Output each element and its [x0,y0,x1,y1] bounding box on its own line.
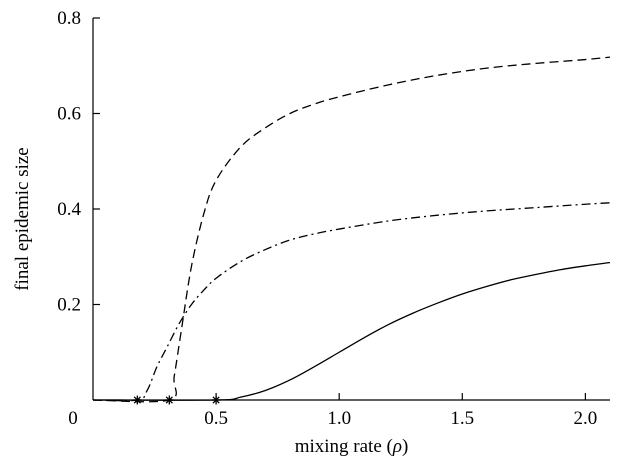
axes [92,18,610,401]
x-axis-title-text: mixing rate ( [295,436,393,457]
threshold-markers [132,395,221,405]
x-axis-title-suffix: ) [402,436,408,457]
series-line-solid [92,261,611,401]
series-group [92,56,611,403]
x-tick-label: 1.0 [327,408,351,429]
y-tick-label: 0.8 [57,8,81,29]
x-axis-title-symbol: ρ [392,436,402,457]
y-tick-label: 0.6 [57,104,81,125]
y-tick-label: 0.2 [57,295,81,316]
ticks: 0.5 1.0 1.5 2.0 0.2 0.4 0.6 0.8 [57,8,597,429]
x-tick-label: 1.5 [450,408,474,429]
origin-tick-label: 0 [68,408,78,429]
x-tick-label: 0.5 [204,408,228,429]
threshold-marker [164,395,174,405]
x-axis-title: mixing rate (ρ) [295,436,409,457]
x-tick-label: 2.0 [574,408,598,429]
y-axis-title: final epidemic size [12,147,33,291]
series-line-dashdot [92,202,611,402]
threshold-marker [211,395,221,405]
series-line-dashed [92,56,611,403]
y-tick-label: 0.4 [57,199,81,220]
threshold-marker [132,395,142,405]
